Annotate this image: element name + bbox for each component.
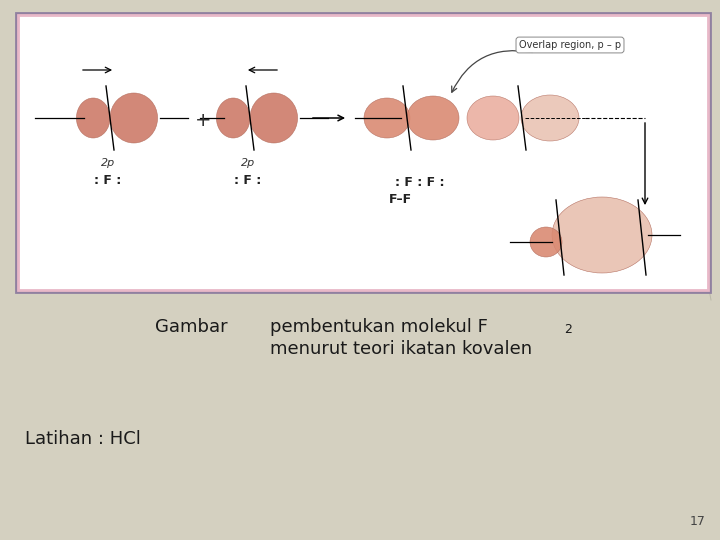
- Ellipse shape: [669, 135, 673, 141]
- Ellipse shape: [530, 227, 562, 257]
- Ellipse shape: [689, 195, 693, 201]
- Ellipse shape: [692, 194, 696, 200]
- Text: +: +: [194, 111, 211, 130]
- Ellipse shape: [683, 260, 686, 266]
- Text: Latihan : HCl: Latihan : HCl: [25, 430, 141, 448]
- Text: F–F: F–F: [388, 193, 412, 206]
- Ellipse shape: [407, 96, 459, 140]
- Ellipse shape: [684, 244, 688, 250]
- Text: Gambar: Gambar: [155, 318, 228, 336]
- Ellipse shape: [676, 169, 680, 175]
- Bar: [18, 15, 708, 290]
- Ellipse shape: [634, 124, 638, 130]
- Ellipse shape: [649, 156, 654, 162]
- Ellipse shape: [642, 100, 645, 106]
- Text: : F :: : F :: [94, 174, 122, 187]
- Text: menurut teori ikatan kovalen: menurut teori ikatan kovalen: [270, 340, 532, 358]
- Ellipse shape: [704, 215, 708, 221]
- Bar: [16, 13, 710, 292]
- Ellipse shape: [670, 188, 674, 194]
- Text: : F : F :: : F : F :: [395, 176, 445, 189]
- Text: pembentukan molekul F: pembentukan molekul F: [270, 318, 488, 336]
- Ellipse shape: [521, 95, 579, 141]
- Ellipse shape: [647, 92, 652, 99]
- Ellipse shape: [658, 148, 662, 155]
- Text: Overlap region, p – p: Overlap region, p – p: [519, 40, 621, 50]
- Ellipse shape: [645, 138, 649, 144]
- Ellipse shape: [696, 275, 700, 281]
- Ellipse shape: [661, 174, 665, 180]
- Ellipse shape: [661, 115, 665, 121]
- Ellipse shape: [703, 248, 707, 254]
- Ellipse shape: [76, 98, 110, 138]
- Ellipse shape: [698, 211, 701, 217]
- Ellipse shape: [671, 202, 675, 208]
- Ellipse shape: [689, 234, 693, 240]
- Ellipse shape: [663, 180, 667, 186]
- Text: 2: 2: [564, 323, 572, 336]
- Ellipse shape: [674, 236, 678, 242]
- Ellipse shape: [676, 215, 680, 221]
- Ellipse shape: [217, 98, 250, 138]
- Ellipse shape: [667, 157, 672, 163]
- Ellipse shape: [666, 174, 670, 180]
- Ellipse shape: [641, 80, 644, 86]
- Ellipse shape: [364, 98, 410, 138]
- Ellipse shape: [655, 131, 659, 137]
- Ellipse shape: [250, 93, 297, 143]
- Ellipse shape: [693, 179, 696, 185]
- Ellipse shape: [552, 197, 652, 273]
- Ellipse shape: [675, 220, 679, 226]
- Ellipse shape: [704, 259, 708, 266]
- Text: : F :: : F :: [235, 174, 261, 187]
- Ellipse shape: [685, 210, 689, 215]
- Ellipse shape: [671, 197, 675, 202]
- Ellipse shape: [467, 96, 519, 140]
- Ellipse shape: [687, 227, 690, 233]
- Text: 2p: 2p: [241, 158, 255, 168]
- Ellipse shape: [653, 162, 657, 168]
- Ellipse shape: [658, 154, 662, 161]
- Ellipse shape: [110, 93, 158, 143]
- Ellipse shape: [636, 105, 640, 111]
- Ellipse shape: [657, 110, 662, 116]
- Text: 2p: 2p: [101, 158, 115, 168]
- Text: 17: 17: [690, 515, 706, 528]
- Ellipse shape: [644, 125, 649, 131]
- Ellipse shape: [647, 142, 651, 148]
